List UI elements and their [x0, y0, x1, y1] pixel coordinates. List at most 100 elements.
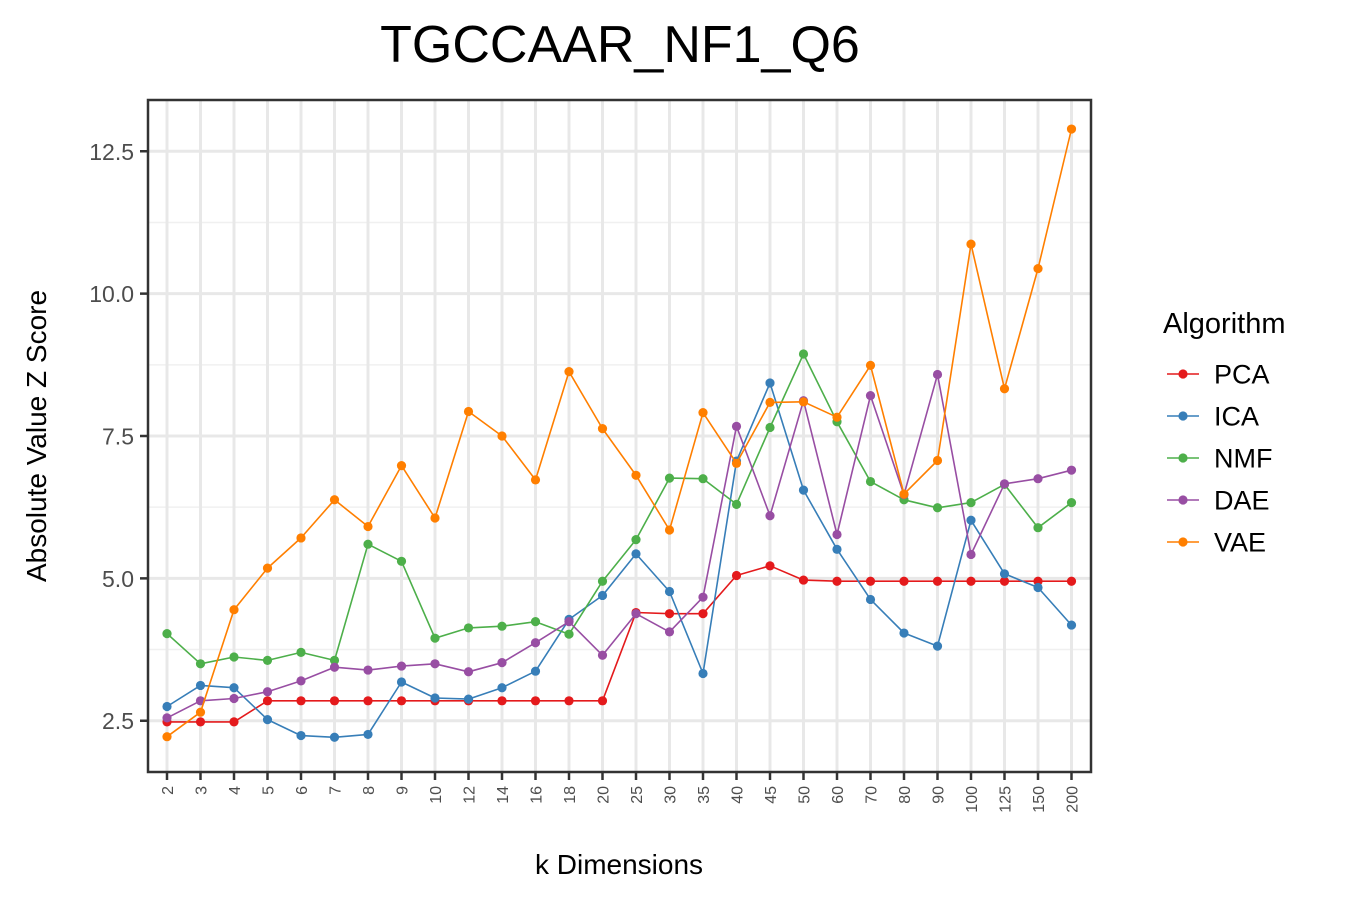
data-point-ica	[664, 586, 675, 597]
data-point-nmf	[865, 476, 876, 487]
data-point-vae	[966, 239, 976, 249]
series-dae	[162, 369, 1077, 723]
data-point-vae	[564, 367, 574, 377]
data-point-vae	[363, 521, 373, 532]
data-point-dae	[597, 650, 608, 660]
data-point-vae	[229, 605, 239, 615]
data-point-vae	[396, 461, 407, 471]
legend-item-dae: DAE	[1167, 486, 1270, 516]
x-tick-label: 90	[931, 786, 948, 804]
data-point-ica	[765, 378, 775, 388]
x-tick-label: 200	[1065, 786, 1082, 813]
data-point-nmf	[363, 539, 373, 549]
data-point-vae	[798, 397, 809, 407]
x-tick-label: 80	[897, 786, 914, 804]
y-tick-label: 10.0	[89, 281, 134, 307]
data-point-ica	[162, 701, 172, 712]
series-line-ica	[166, 382, 1073, 739]
data-point-ica	[497, 683, 507, 693]
data-point-nmf	[195, 659, 206, 669]
data-point-ica	[597, 590, 608, 601]
data-point-pca	[564, 696, 574, 706]
legend-item-pca: PCA	[1167, 360, 1270, 390]
data-point-pca	[932, 576, 943, 586]
data-point-dae	[698, 592, 708, 602]
data-point-dae	[162, 713, 172, 723]
data-point-nmf	[396, 556, 407, 566]
data-point-nmf	[798, 349, 809, 359]
x-tick-label: 12	[462, 786, 479, 804]
data-point-pca	[865, 576, 876, 586]
data-point-vae	[832, 412, 842, 422]
data-point-pca	[664, 609, 675, 619]
data-point-pca	[195, 717, 206, 727]
data-point-vae	[497, 431, 507, 441]
x-tick-label: 45	[763, 786, 780, 804]
data-point-dae	[1066, 465, 1077, 475]
data-point-vae	[698, 408, 708, 418]
legend-label: DAE	[1214, 486, 1270, 516]
data-point-vae	[765, 397, 775, 407]
data-point-nmf	[631, 535, 641, 545]
series-nmf	[162, 349, 1077, 669]
data-point-dae	[564, 617, 574, 627]
data-point-pca	[497, 696, 507, 706]
data-point-ica	[1033, 582, 1043, 593]
data-point-nmf	[1066, 498, 1077, 508]
x-tick-label: 9	[395, 786, 412, 795]
legend-label: PCA	[1214, 360, 1270, 390]
axes: 2.55.07.510.012.52 3 4 5 6 7 8 9 10 12 14 16 18 20 25 3…	[89, 139, 1081, 813]
data-point-ica	[631, 549, 641, 559]
data-point-dae	[296, 676, 306, 686]
legend-key-point	[1178, 453, 1188, 463]
data-point-dae	[262, 687, 273, 697]
data-point-dae	[865, 390, 876, 401]
x-tick-label: 10	[428, 786, 445, 804]
data-point-nmf	[564, 629, 574, 639]
x-tick-label: 150	[1031, 786, 1048, 813]
data-point-nmf	[966, 498, 976, 508]
legend-item-ica: ICA	[1167, 402, 1259, 432]
data-point-ica	[396, 677, 407, 687]
data-point-ica	[530, 666, 541, 676]
x-tick-label: 40	[730, 786, 747, 804]
data-point-vae	[195, 707, 206, 717]
data-point-dae	[765, 511, 775, 521]
data-point-vae	[631, 470, 641, 480]
data-point-ica	[262, 715, 273, 725]
data-point-dae	[932, 369, 943, 380]
data-point-pca	[765, 561, 775, 571]
data-point-pca	[798, 575, 809, 585]
data-point-dae	[664, 627, 675, 637]
x-tick-label: 8	[361, 786, 378, 795]
data-point-pca	[363, 696, 373, 706]
data-point-nmf	[329, 655, 340, 665]
data-point-vae	[999, 384, 1010, 394]
data-point-ica	[999, 569, 1010, 579]
series-line-vae	[166, 128, 1073, 738]
data-point-ica	[832, 544, 842, 554]
x-tick-label: 18	[562, 786, 579, 804]
data-point-nmf	[530, 617, 541, 627]
data-point-vae	[597, 423, 608, 434]
data-point-dae	[363, 665, 373, 675]
data-point-vae	[162, 732, 172, 742]
data-point-ica	[229, 683, 239, 693]
series-line-pca	[167, 564, 1072, 723]
data-point-dae	[329, 662, 340, 672]
x-axis-label: k Dimensions	[535, 849, 703, 880]
data-point-nmf	[497, 621, 507, 631]
data-point-nmf	[162, 629, 172, 639]
data-point-ica	[932, 641, 943, 651]
legend-item-vae: VAE	[1167, 528, 1266, 558]
data-point-vae	[262, 563, 273, 573]
x-tick-label: 3	[194, 786, 211, 795]
x-tick-label: 60	[830, 786, 847, 804]
data-point-ica	[899, 628, 909, 638]
data-point-nmf	[765, 422, 775, 433]
x-tick-label: 100	[964, 786, 981, 813]
data-point-vae	[530, 475, 541, 485]
data-point-vae	[664, 525, 675, 535]
series-line-nmf	[166, 353, 1072, 665]
legend-label: NMF	[1214, 444, 1272, 474]
